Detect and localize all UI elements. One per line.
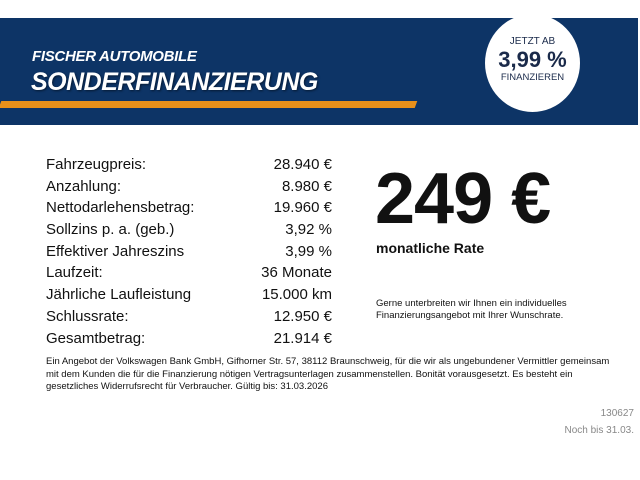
banner-title: SONDERFINANZIERUNG: [31, 68, 318, 96]
table-row: Laufzeit: 36 Monate: [46, 262, 332, 284]
table-row: Fahrzeugpreis: 28.940 €: [46, 154, 332, 176]
row-value: 8.980 €: [281, 177, 332, 195]
financing-table: Fahrzeugpreis: 28.940 € Anzahlung: 8.980 €…: [46, 154, 332, 349]
offer-id: 130627: [600, 408, 634, 419]
row-label: Sollzins p. a. (geb.): [46, 221, 175, 239]
orange-stripe: [0, 101, 418, 108]
row-value: 28.940 €: [273, 156, 332, 173]
row-label: Fahrzeugpreis:: [46, 156, 147, 173]
row-value: 3,99 %: [285, 242, 332, 260]
monthly-label: monatliche Rate: [376, 240, 485, 256]
table-row: Sollzins p. a. (geb.) 3,92 %: [46, 219, 332, 241]
badge-line1: JETZT AB: [509, 36, 556, 47]
offer-note: Gerne unterbreiten wir Ihnen ein individ…: [376, 298, 567, 321]
row-label: Gesamtbetrag:: [46, 329, 146, 347]
monthly-amount: 249 €: [375, 159, 551, 239]
row-value: 12.950 €: [273, 307, 332, 325]
legal-text: Ein Angebot der Volkswagen Bank GmbH, Gi…: [46, 356, 610, 392]
row-value: 21.914 €: [273, 329, 332, 347]
table-row: Jährliche Laufleistung 15.000 km: [46, 284, 332, 306]
dealer-name: FISCHER AUTOMOBILE: [32, 48, 197, 65]
table-row: Nettodarlehensbetrag: 19.960 €: [46, 197, 332, 219]
row-value: 19.960 €: [273, 199, 332, 217]
row-value: 36 Monate: [261, 264, 332, 282]
row-label: Schlussrate:: [46, 307, 129, 325]
badge-line2: FINANZIEREN: [500, 72, 565, 83]
table-row: Gesamtbetrag: 21.914 €: [46, 328, 332, 350]
table-row: Effektiver Jahreszins 3,99 %: [46, 241, 332, 263]
table-row: Anzahlung: 8.980 €: [46, 176, 332, 198]
row-label: Laufzeit:: [46, 264, 103, 282]
rate-badge: JETZT AB 3,99 % FINANZIEREN: [485, 14, 580, 112]
table-row: Schlussrate: 12.950 €: [46, 306, 332, 328]
row-label: Nettodarlehensbetrag:: [46, 199, 195, 217]
badge-rate: 3,99 %: [498, 47, 567, 72]
row-label: Anzahlung:: [46, 177, 122, 195]
valid-until: Noch bis 31.03.: [564, 425, 635, 436]
row-value: 3,92 %: [285, 221, 332, 239]
row-label: Effektiver Jahreszins: [46, 242, 185, 260]
row-label: Jährliche Laufleistung: [46, 286, 192, 304]
row-value: 15.000 km: [261, 286, 332, 304]
